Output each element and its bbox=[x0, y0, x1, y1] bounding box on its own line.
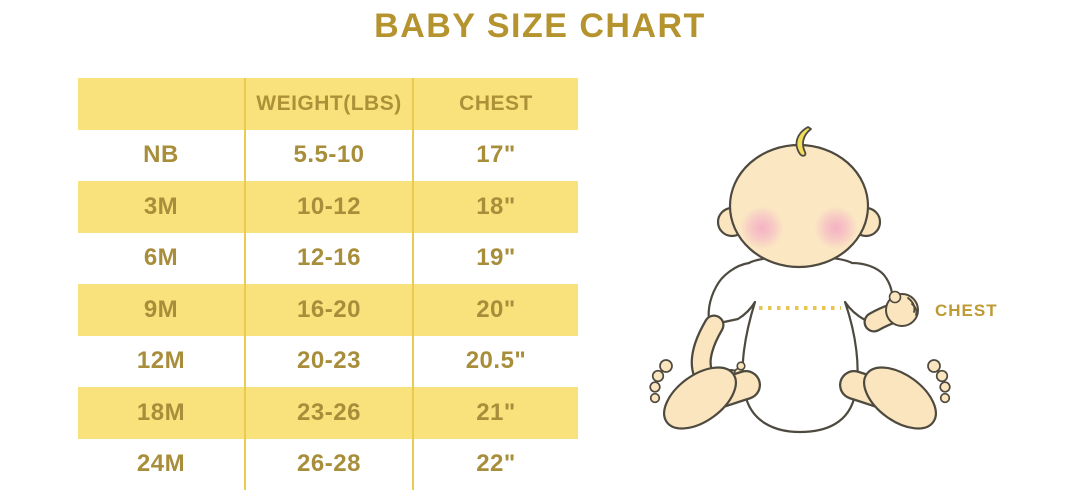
baby-foot-right bbox=[863, 366, 937, 430]
table-row: 3M 10-12 18" bbox=[78, 181, 578, 233]
chest-cell: 21" bbox=[412, 387, 578, 439]
chest-cell: 20.5" bbox=[412, 335, 578, 387]
size-header-cell bbox=[78, 78, 244, 130]
baby-onesie bbox=[707, 255, 894, 434]
table-row: 9M 16-20 20" bbox=[78, 284, 578, 336]
baby-illustration: CHEST bbox=[648, 126, 1038, 466]
size-cell: 3M bbox=[143, 192, 179, 220]
size-cell: 18M bbox=[136, 398, 186, 426]
size-cell: 24M bbox=[136, 450, 186, 478]
hair-curl-icon bbox=[795, 126, 812, 157]
table-row: 12M 20-23 20.5" bbox=[78, 335, 578, 387]
chest-cell: 17" bbox=[412, 129, 578, 181]
table-row: NB 5.5-10 17" bbox=[78, 129, 578, 181]
baby-cheek-right bbox=[814, 206, 858, 250]
table-row: 18M 23-26 21" bbox=[78, 387, 578, 439]
table-row: 6M 12-16 19" bbox=[78, 232, 578, 284]
baby-foot-left bbox=[663, 366, 737, 430]
table-header-row: WEIGHT(LBS) CHEST bbox=[78, 78, 578, 130]
size-cell: NB bbox=[143, 141, 179, 169]
chest-cell: 20" bbox=[412, 284, 578, 336]
weight-cell: 26-28 bbox=[244, 438, 412, 490]
chest-cell: 22" bbox=[412, 438, 578, 490]
chest-label: CHEST bbox=[935, 301, 998, 320]
weight-cell: 20-23 bbox=[244, 335, 412, 387]
weight-cell: 5.5-10 bbox=[244, 129, 412, 181]
table-row: 24M 26-28 22" bbox=[78, 438, 578, 490]
weight-cell: 16-20 bbox=[244, 284, 412, 336]
size-cell: 6M bbox=[143, 244, 179, 272]
chest-header-cell: CHEST bbox=[412, 78, 578, 130]
weight-cell: 12-16 bbox=[244, 232, 412, 284]
weight-header-cell: WEIGHT(LBS) bbox=[244, 78, 412, 130]
page-title: BABY SIZE CHART bbox=[374, 7, 706, 45]
baby-cheek-left bbox=[740, 206, 784, 250]
size-cell: 9M bbox=[143, 295, 179, 323]
weight-cell: 23-26 bbox=[244, 387, 412, 439]
size-cell: 12M bbox=[136, 347, 186, 375]
size-table: WEIGHT(LBS) CHEST NB 5.5-10 17" 3M 10-12… bbox=[78, 78, 578, 490]
weight-cell: 10-12 bbox=[244, 181, 412, 233]
chest-cell: 19" bbox=[412, 232, 578, 284]
chest-cell: 18" bbox=[412, 181, 578, 233]
baby-head bbox=[728, 143, 870, 269]
